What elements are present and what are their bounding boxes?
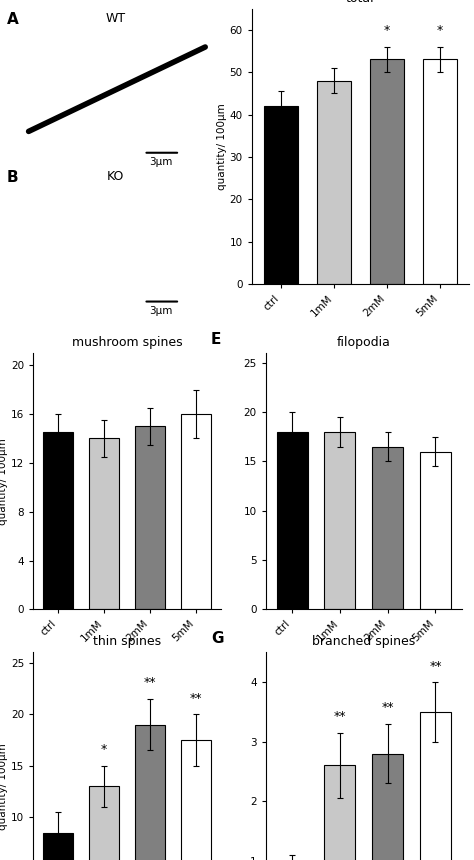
Text: KO: KO — [107, 169, 125, 183]
Bar — [420, 712, 451, 860]
Text: G: G — [211, 631, 223, 646]
Bar — [420, 452, 451, 610]
Text: **: ** — [382, 702, 394, 715]
Title: total: total — [346, 0, 375, 4]
Text: **: ** — [334, 710, 346, 723]
Text: **: ** — [190, 691, 202, 705]
Bar — [135, 427, 165, 610]
Bar — [324, 432, 356, 610]
Bar — [264, 106, 298, 284]
Title: filopodia: filopodia — [337, 336, 391, 349]
Text: **: ** — [429, 660, 442, 673]
Y-axis label: quantity/ 100μm: quantity/ 100μm — [0, 438, 8, 525]
Bar — [90, 786, 119, 860]
Bar — [372, 753, 403, 860]
Text: *: * — [101, 743, 108, 756]
Y-axis label: quantity/ 100μm: quantity/ 100μm — [0, 743, 8, 830]
Bar — [324, 765, 356, 860]
Text: C: C — [191, 0, 202, 2]
Text: 3μm: 3μm — [149, 305, 173, 316]
Title: mushroom spines: mushroom spines — [72, 336, 182, 349]
Bar — [90, 439, 119, 610]
Bar — [370, 59, 404, 284]
Bar — [13, 24, 212, 157]
Bar — [181, 740, 211, 860]
Text: *: * — [437, 24, 443, 37]
Text: **: ** — [144, 676, 156, 690]
Bar — [317, 81, 351, 284]
Title: branched spines: branched spines — [312, 636, 415, 648]
Bar — [372, 446, 403, 610]
Text: A: A — [7, 12, 18, 27]
Text: 3μm: 3μm — [149, 157, 173, 168]
Text: B: B — [7, 169, 18, 185]
Bar — [44, 433, 73, 610]
Bar — [181, 414, 211, 610]
Bar — [276, 432, 308, 610]
Text: WT: WT — [106, 12, 126, 25]
Bar — [135, 724, 165, 860]
Text: E: E — [211, 333, 221, 347]
Bar — [44, 832, 73, 860]
Y-axis label: quantity/ 100μm: quantity/ 100μm — [217, 103, 227, 190]
Bar — [423, 59, 457, 284]
Bar — [13, 182, 212, 310]
Text: *: * — [384, 24, 390, 37]
Title: thin spines: thin spines — [93, 636, 161, 648]
